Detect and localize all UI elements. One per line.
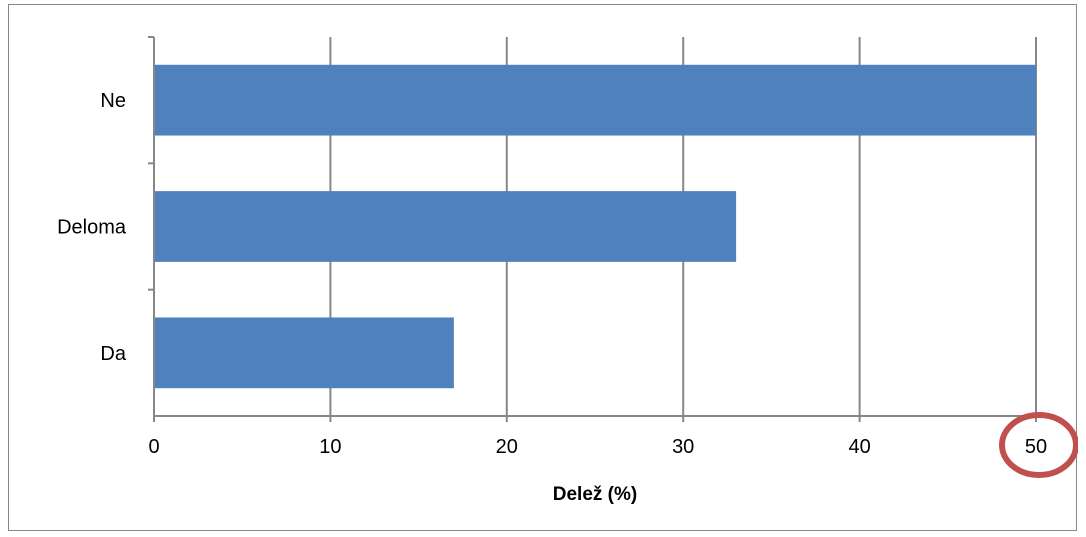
label-layer: 0 10 20 30 40 50 Da Deloma Ne — [57, 90, 1047, 458]
x-tick-label-40: 40 — [848, 436, 870, 458]
bar-deloma — [155, 191, 737, 262]
bar-da — [155, 317, 454, 389]
bar-ne — [155, 64, 1036, 136]
x-axis-title: Delež (%) — [553, 484, 637, 505]
x-tick-label-50: 50 — [1025, 436, 1047, 458]
bar-chart: 0 10 20 30 40 50 Da Deloma Ne Delež (%) — [57, 36, 1078, 505]
annotation-circle — [999, 412, 1078, 478]
x-tick-label-10: 10 — [319, 436, 341, 458]
x-tick-label-20: 20 — [496, 436, 518, 458]
x-tick-label-0: 0 — [148, 436, 159, 458]
category-label-deloma: Deloma — [57, 217, 127, 239]
chart-frame: 0 10 20 30 40 50 Da Deloma Ne Delež (%) — [8, 4, 1078, 531]
x-tick-label-30: 30 — [672, 436, 694, 458]
category-label-ne: Ne — [100, 90, 126, 112]
bar-layer — [155, 64, 1036, 389]
category-label-da: Da — [100, 343, 126, 365]
axis-layer — [148, 36, 1037, 422]
